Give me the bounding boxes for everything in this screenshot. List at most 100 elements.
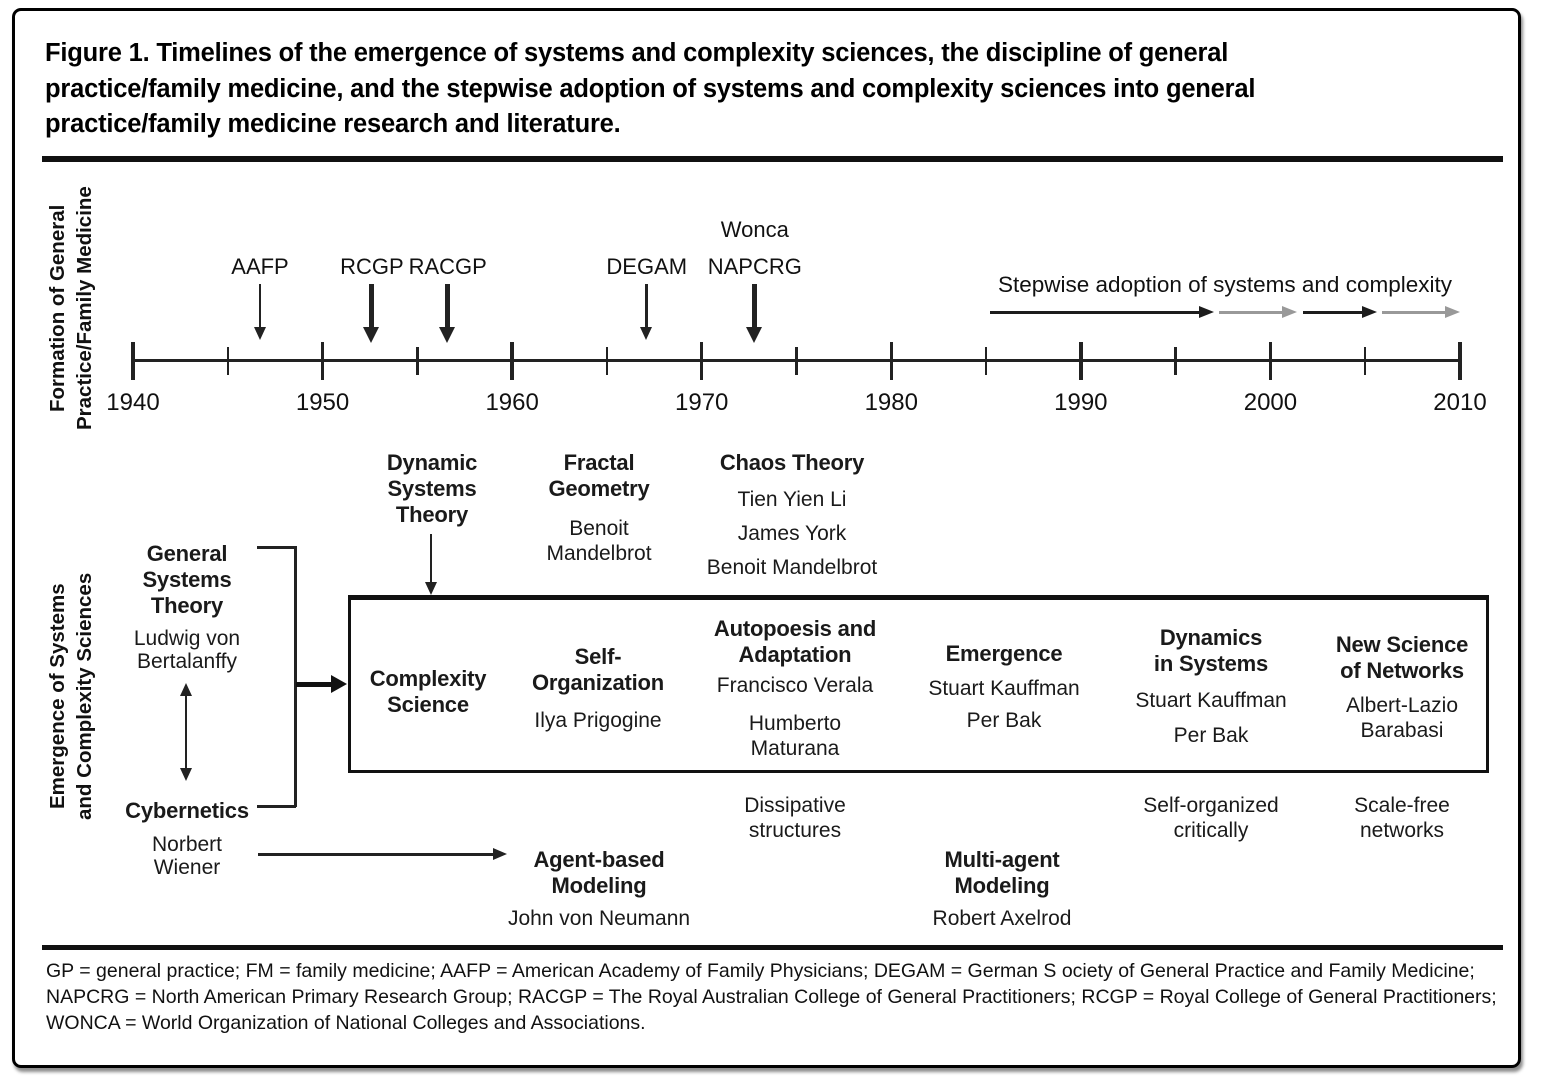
event-arrow-stem	[258, 284, 262, 328]
person-line: Wiener	[153, 856, 221, 879]
timeline-tick	[320, 342, 325, 380]
timeline-tick	[1363, 347, 1367, 375]
note-self-organized-critically-line: critically	[1173, 819, 1249, 842]
concept-fractal-geometry-heading: Fractal Geometry	[439, 450, 759, 502]
concept-multi-agent-modeling-heading-line: Multi-agent	[944, 847, 1060, 872]
bracket-top-line	[257, 546, 296, 549]
event-arrow-stem	[445, 284, 451, 328]
concept-new-science-of-networks-person-line: Albert-Lazio	[1345, 694, 1459, 717]
concept-dynamics-in-systems-heading-line: Dynamics	[1159, 625, 1263, 650]
concept-agent-based-modeling-person-line: John von Neumann	[507, 907, 691, 930]
timeline-year-label: 2000	[1243, 389, 1298, 416]
timeline-event-label-degam: DEGAM	[557, 248, 737, 285]
figure-title: Figure 1. Timelines of the emergence of …	[45, 36, 1255, 143]
concept-dynamics-in-systems-person: Stuart Kauffman	[1051, 688, 1371, 713]
note-dissipative-structures: Dissipative structures	[635, 793, 955, 843]
cybernetics-person: Norbert Wiener	[27, 833, 347, 879]
concept-dynamic-systems-theory-heading: Dynamic Systems Theory	[272, 450, 592, 528]
complexity-input-arrow-head	[331, 675, 347, 693]
concept-new-science-of-networks-heading-line: New Science	[1335, 632, 1469, 657]
concept-self-organization-heading-line: Organization	[531, 670, 665, 695]
concept-agent-based-modeling-heading: Agent-based Modeling	[439, 847, 759, 899]
concept-autopoesis-and-adaptation-heading: Autopoesis and Adaptation	[635, 616, 955, 668]
timeline-event-label-racgp: RACGP	[358, 248, 538, 285]
title-divider	[42, 156, 1503, 162]
complexity-input-arrow-stem	[296, 682, 332, 687]
figure-title-line: practice/family medicine research and li…	[45, 110, 621, 138]
concept-new-science-of-networks-heading-line: of Networks	[1340, 658, 1464, 683]
concept-chaos-theory-person-line: James York	[737, 522, 847, 545]
timeline-event-label-rcgp-line: RCGP	[340, 253, 404, 279]
concept-dynamics-in-systems-heading-line: in Systems	[1153, 651, 1269, 676]
figure-title-line: Figure 1. Timelines of the emergence of …	[45, 39, 1229, 67]
concept-chaos-theory-person-line: Tien Yien Li	[737, 488, 847, 511]
heading-line: General	[146, 541, 228, 566]
figure-border	[12, 8, 1521, 1068]
timeline-tick	[605, 347, 609, 375]
person-line: Bertalanffy	[136, 650, 237, 673]
event-arrow-head	[253, 327, 266, 340]
double-arrow-up-head	[179, 683, 192, 696]
event-arrow-head	[746, 327, 763, 343]
person-line: Norbert	[151, 833, 223, 856]
concept-new-science-of-networks-person-line: Barabasi	[1360, 719, 1444, 742]
concept-multi-agent-modeling-person-line: Robert Axelrod	[932, 907, 1072, 930]
note-scale-free-networks: Scale-free networks	[1242, 793, 1544, 843]
heading-line: Cybernetics	[125, 798, 249, 823]
concept-self-organization-heading-line: Self-	[574, 644, 622, 669]
bracket-vertical-line	[294, 546, 297, 807]
concept-emergence-person: Stuart Kauffman	[844, 676, 1164, 701]
concept-dynamic-systems-theory-heading-line: Dynamic	[386, 450, 478, 475]
concept-dynamics-in-systems-heading: Dynamics in Systems	[1051, 625, 1371, 677]
stepwise-arrow-stem-gray	[1219, 311, 1284, 314]
event-arrow-head	[439, 327, 456, 343]
general-systems-theory-heading: General Systems Theory	[27, 541, 347, 619]
concept-autopoesis-and-adaptation-person-line: Humberto	[748, 712, 842, 735]
timeline-event-label-wonca-napcrg-line: NAPCRG	[707, 253, 802, 279]
concept-autopoesis-and-adaptation-person-line: Francisco Verala	[716, 674, 874, 697]
concept-agent-based-modeling-person: John von Neumann	[439, 906, 759, 931]
complexity-science-box	[348, 595, 1489, 773]
timeline-event-label-degam-line: DEGAM	[606, 253, 688, 279]
timeline-tick	[699, 342, 704, 380]
event-arrow-stem	[645, 284, 648, 328]
concept-dynamics-in-systems-person-line: Per Bak	[1173, 724, 1249, 747]
concept-self-organization-person: Ilya Prigogine	[438, 708, 758, 733]
footnote-line: GP = general practice; FM = family medic…	[46, 960, 1475, 982]
concept-emergence-person-line: Per Bak	[966, 709, 1042, 732]
concept-fractal-geometry-person: Benoit Mandelbrot	[439, 516, 759, 566]
event-arrow-head	[363, 327, 380, 343]
concept-new-science-of-networks-person: Albert-Lazio Barabasi	[1242, 693, 1544, 743]
concept-fractal-geometry-person-line: Benoit	[569, 517, 629, 540]
note-scale-free-networks-line: Scale-free	[1354, 794, 1450, 817]
concept-dynamic-systems-theory-heading-line: Theory	[395, 502, 469, 527]
concept-autopoesis-and-adaptation-person: Humberto Maturana	[635, 711, 955, 761]
timeline-year-label: 1960	[485, 389, 539, 416]
concept-chaos-theory-heading: Chaos Theory	[632, 450, 952, 476]
concept-new-science-of-networks-heading: New Science of Networks	[1242, 632, 1544, 684]
stepwise-adoption-label: Stepwise adoption of systems and complex…	[998, 272, 1452, 297]
concept-agent-based-modeling-heading-line: Agent-based	[533, 847, 665, 872]
concept-self-organization-person-line: Ilya Prigogine	[534, 709, 662, 732]
concept-emergence-heading-line: Emergence	[945, 641, 1063, 666]
event-arrow-head	[640, 327, 653, 340]
concept-complexity-science-heading-line: Science	[387, 692, 469, 717]
stepwise-arrow-stem-dark	[989, 311, 1201, 314]
timeline-tick	[226, 347, 230, 375]
stepwise-arrow-stem-gray	[1382, 311, 1447, 314]
concept-dynamics-in-systems-person: Per Bak	[1051, 723, 1371, 748]
concept-emergence-person: Per Bak	[844, 708, 1164, 733]
timeline-event-label-wonca-napcrg: Wonca NAPCRG	[665, 211, 845, 285]
timeline-year-label: 1980	[864, 389, 918, 416]
concept-self-organization-heading: Self- Organization	[438, 644, 758, 696]
heading-line: Theory	[150, 593, 224, 618]
timeline-event-label-racgp-line: RACGP	[408, 253, 487, 279]
timeline-tick	[510, 342, 514, 380]
stepwise-arrow-head-gray	[1281, 305, 1297, 318]
footnote-line: NAPCRG = North American Primary Research…	[46, 986, 1497, 1008]
wiener-arrow-stem	[258, 853, 494, 856]
timeline-tick	[1458, 342, 1462, 380]
double-arrow-down-head	[179, 768, 192, 781]
general-systems-theory-person: Ludwig von Bertalanffy	[27, 627, 347, 673]
